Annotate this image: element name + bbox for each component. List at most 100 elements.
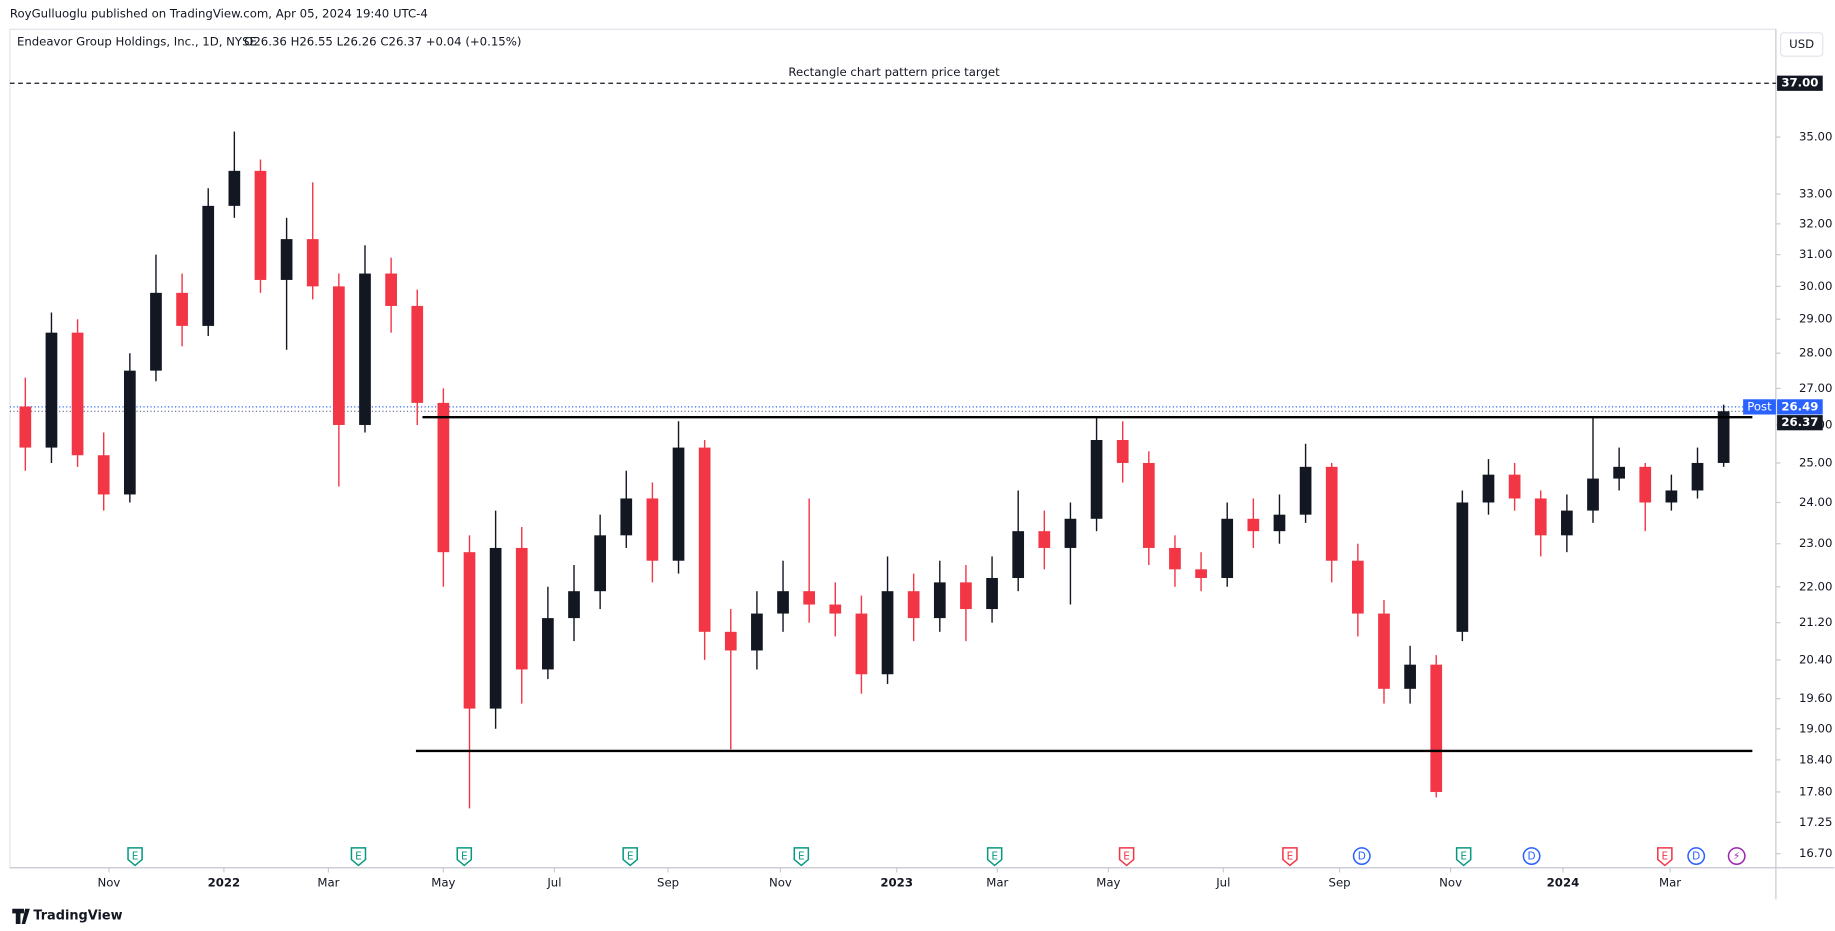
- candle-body: [1534, 498, 1547, 536]
- y-tick-label: 33.00: [1799, 187, 1833, 201]
- publisher: RoyGulluoglu published on TradingView.co…: [10, 7, 428, 21]
- ohlc: O26.36 H26.55 L26.26 C26.37 +0.04 (+0.15…: [244, 35, 521, 49]
- candle-body: [646, 498, 659, 561]
- y-tick-label: 24.00: [1799, 495, 1833, 509]
- price-badge-label: 26.49: [1781, 399, 1818, 413]
- candle-body: [698, 447, 711, 632]
- x-tick-label: Nov: [769, 875, 792, 889]
- candle-body: [751, 613, 763, 651]
- event-label: E: [1123, 851, 1130, 863]
- x-tick-label: Mar: [317, 875, 339, 889]
- candle-body: [1404, 664, 1416, 689]
- price-badge: [1777, 399, 1823, 415]
- event-marker: [1522, 847, 1541, 866]
- candle-body: [1587, 478, 1599, 511]
- price-badge: [1777, 415, 1823, 431]
- y-tick-label: 35.00: [1799, 130, 1833, 144]
- event-marker: [1687, 847, 1706, 866]
- event-label: D: [1358, 851, 1366, 863]
- y-tick-label: 17.80: [1799, 784, 1833, 798]
- candle-body: [829, 604, 842, 614]
- event-label: E: [627, 851, 634, 863]
- candle-body: [1038, 531, 1051, 548]
- y-tick-label: 17.25: [1799, 815, 1833, 829]
- brand-logo: [12, 908, 30, 924]
- x-tick-label: May: [1096, 875, 1120, 889]
- event-marker: [1282, 847, 1298, 867]
- x-tick-label: Mar: [986, 875, 1008, 889]
- event-label: E: [461, 851, 468, 863]
- y-tick-label: 20.40: [1799, 652, 1833, 666]
- x-tick-label: Sep: [657, 875, 679, 889]
- brand: TradingView: [33, 908, 122, 923]
- candle-body: [1221, 518, 1234, 579]
- y-tick-label: 16.70: [1799, 846, 1833, 860]
- y-tick-label: 18.40: [1799, 752, 1833, 766]
- candle-body: [907, 591, 920, 619]
- event-marker: [456, 847, 473, 867]
- event-marker: [1352, 847, 1371, 866]
- symbol: Endeavor Group Holdings, Inc., 1D, NYSE: [17, 35, 257, 49]
- y-tick-label: 21.20: [1799, 615, 1833, 629]
- y-tick-label: 28.00: [1799, 346, 1833, 360]
- candle-body: [1064, 518, 1077, 548]
- candle-body: [1299, 466, 1312, 515]
- event-marker: [793, 847, 810, 867]
- target-label: Rectangle chart pattern price target: [788, 65, 1000, 79]
- candle-body: [359, 273, 371, 425]
- event-marker: [127, 847, 143, 867]
- event-label: ⚡: [1733, 851, 1740, 863]
- candle-body: [333, 286, 345, 425]
- candle-body: [1351, 560, 1364, 614]
- event-marker: [1657, 847, 1673, 867]
- candle-body: [437, 402, 450, 553]
- x-tick-label: Nov: [98, 875, 121, 889]
- candle-body: [1325, 466, 1338, 561]
- candle-body: [1116, 439, 1129, 463]
- candle-body: [1430, 664, 1443, 792]
- candle-body: [228, 170, 241, 206]
- candle-body: [1273, 514, 1286, 532]
- currency-button[interactable]: [1779, 32, 1824, 57]
- candle-body: [1090, 439, 1103, 519]
- candle-body: [594, 535, 606, 592]
- candle-body: [19, 406, 32, 448]
- candle-body: [489, 547, 502, 709]
- y-tick-label: 19.60: [1799, 691, 1833, 705]
- candle-body: [202, 205, 215, 326]
- candle-body: [881, 591, 894, 675]
- candle-body: [1456, 502, 1469, 632]
- y-tick-label: 32.00: [1799, 216, 1833, 230]
- event-marker: [1118, 847, 1135, 867]
- candle-body: [986, 578, 998, 610]
- candle-body: [306, 239, 319, 287]
- candle-body: [254, 170, 267, 280]
- candle-body: [515, 547, 528, 670]
- candle-body: [1613, 466, 1625, 479]
- x-tick-label: 2024: [1547, 875, 1580, 889]
- event-label: D: [1692, 851, 1700, 863]
- currency: USD: [1789, 37, 1814, 51]
- candle-body: [933, 582, 946, 619]
- event-marker: [622, 847, 638, 867]
- candle-body: [1717, 411, 1730, 463]
- candle-body: [71, 332, 84, 456]
- candle-body: [542, 618, 554, 670]
- y-tick-label: 23.00: [1799, 536, 1833, 550]
- event-label: E: [355, 851, 362, 863]
- x-tick-label: Jul: [546, 875, 561, 889]
- x-tick-label: Sep: [1329, 875, 1351, 889]
- event-label: E: [798, 851, 805, 863]
- x-tick-label: 2022: [208, 875, 241, 889]
- candle-body: [1639, 466, 1652, 503]
- x-tick-label: May: [431, 875, 455, 889]
- candle-body: [385, 273, 397, 306]
- y-tick-label: 27.00: [1799, 381, 1833, 395]
- candle-body: [724, 631, 737, 651]
- candle-body: [1378, 613, 1390, 689]
- candle-body: [855, 613, 868, 675]
- x-tick-label: 2023: [880, 875, 913, 889]
